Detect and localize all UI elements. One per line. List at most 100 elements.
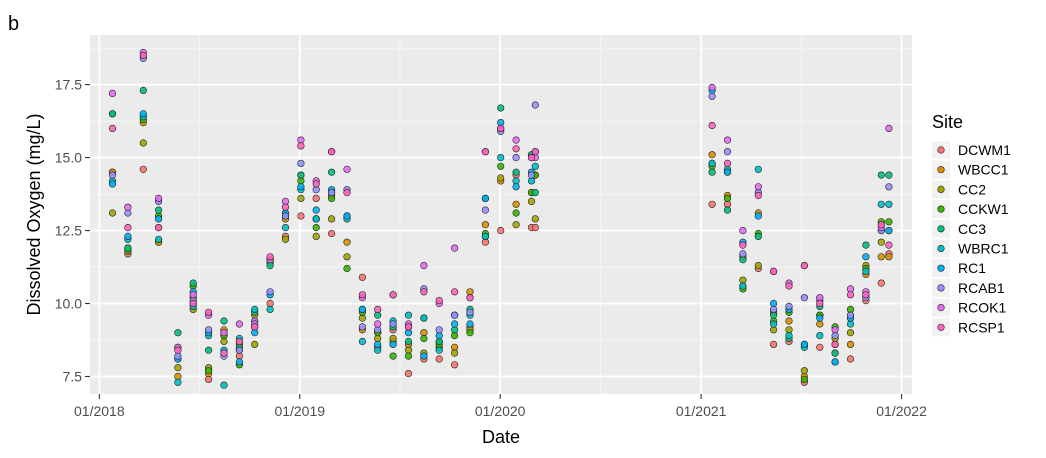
data-point: [466, 294, 474, 302]
y-axis: 7.5 10.0 12.5 15.0 17.5: [55, 77, 90, 384]
data-point: [451, 361, 459, 369]
data-point: [512, 168, 520, 176]
data-point: [466, 329, 474, 337]
data-point: [420, 314, 428, 322]
data-point: [527, 154, 536, 162]
data-point: [531, 215, 539, 223]
legend-label: RC1: [958, 260, 986, 276]
legend-title: Site: [932, 112, 963, 132]
data-point: [451, 320, 459, 328]
y-tick-label: 12.5: [55, 223, 82, 239]
legend-swatch: [937, 244, 945, 253]
data-point: [739, 250, 747, 258]
data-point: [124, 224, 132, 232]
data-point: [885, 218, 893, 226]
data-point: [281, 224, 290, 232]
legend-item-rcsp1: RCSP1: [932, 318, 1005, 337]
data-point: [251, 340, 259, 349]
data-point: [708, 159, 716, 167]
data-point: [497, 162, 505, 170]
data-point: [723, 168, 732, 176]
data-point: [205, 367, 213, 375]
data-point: [816, 343, 824, 351]
data-point: [374, 305, 382, 314]
data-point: [754, 212, 762, 220]
data-point: [312, 232, 320, 240]
x-tick-label: 01/2019: [274, 403, 325, 419]
data-point: [297, 171, 305, 179]
x-tick-label: 01/2022: [876, 403, 927, 419]
data-point: [343, 253, 351, 261]
legend-swatch: [937, 264, 945, 272]
data-point: [451, 288, 459, 296]
data-point: [328, 189, 336, 197]
data-point: [512, 200, 520, 208]
data-point: [512, 209, 520, 217]
data-point: [266, 253, 274, 261]
data-point: [435, 297, 443, 305]
data-point: [174, 329, 182, 337]
data-point: [189, 291, 197, 299]
data-point: [497, 227, 505, 235]
data-point: [266, 305, 274, 314]
data-point: [800, 340, 809, 349]
data-point: [512, 154, 520, 162]
data-point: [312, 224, 320, 232]
data-point: [389, 320, 397, 328]
data-point: [155, 206, 163, 214]
data-point: [312, 194, 320, 202]
legend-item-wbrc1: WBRC1: [932, 239, 1009, 258]
data-point: [877, 279, 885, 287]
data-point: [358, 305, 367, 314]
data-point: [155, 194, 163, 202]
data-point: [531, 101, 539, 109]
data-point: [189, 279, 197, 287]
data-point: [862, 253, 870, 261]
data-point: [235, 337, 243, 346]
series-rcsp1: [108, 51, 893, 357]
data-point: [885, 227, 893, 235]
data-point: [800, 375, 809, 384]
data-point: [451, 244, 459, 252]
data-point: [358, 291, 367, 299]
data-point: [205, 308, 213, 316]
data-point: [877, 238, 885, 246]
data-point: [512, 145, 520, 153]
data-point: [108, 124, 117, 132]
data-point: [404, 337, 413, 346]
data-point: [139, 51, 147, 60]
x-tick-label: 01/2021: [676, 403, 727, 419]
data-point: [723, 148, 732, 156]
data-point: [235, 320, 243, 328]
legend-item-wbcc1: WBCC1: [932, 160, 1009, 179]
data-point: [481, 221, 490, 229]
data-point: [297, 142, 305, 150]
data-point: [785, 282, 793, 290]
data-point: [139, 86, 147, 95]
data-point: [328, 229, 336, 238]
data-point: [108, 89, 117, 97]
legend-label: RCOK1: [958, 300, 1006, 316]
legend-swatch: [937, 205, 945, 213]
data-point: [785, 317, 793, 325]
legend-swatch: [937, 166, 945, 174]
data-point: [769, 267, 778, 276]
data-point: [281, 212, 290, 220]
data-point: [420, 352, 428, 360]
data-point: [531, 148, 539, 156]
data-point: [816, 299, 824, 308]
data-point: [108, 110, 117, 118]
data-point: [420, 334, 428, 343]
data-point: [124, 244, 132, 252]
data-point: [754, 232, 762, 240]
data-point: [108, 180, 117, 188]
data-point: [846, 291, 855, 299]
data-point: [435, 346, 443, 354]
data-point: [389, 340, 397, 349]
data-point: [358, 323, 367, 331]
data-point: [481, 206, 490, 214]
data-point: [723, 206, 732, 214]
data-point: [174, 346, 182, 354]
data-point: [708, 168, 716, 176]
